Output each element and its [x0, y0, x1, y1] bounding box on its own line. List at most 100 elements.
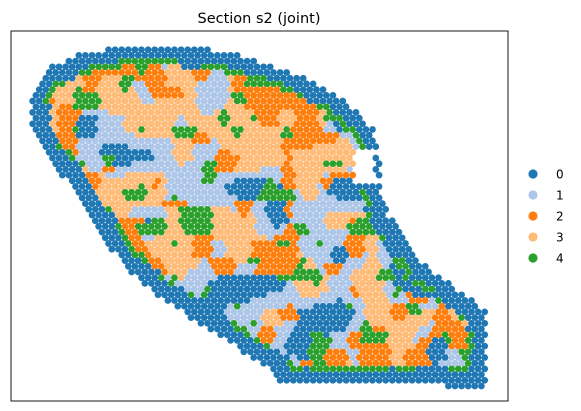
spot-cluster-3	[108, 188, 116, 196]
spot-cluster-0	[210, 285, 218, 293]
spot-cluster-0	[134, 268, 142, 276]
spot-cluster-3	[240, 154, 248, 162]
spot-cluster-0	[365, 371, 373, 378]
spot-cluster-4	[128, 188, 135, 196]
spot-cluster-3	[303, 148, 310, 156]
spot-cluster-3	[154, 188, 162, 196]
spot-cluster-4	[405, 268, 413, 276]
spot-cluster-4	[303, 228, 310, 236]
spot-cluster-4	[184, 217, 192, 225]
spot-cluster-2	[355, 342, 363, 350]
spot-cluster-2	[319, 177, 327, 185]
spot-cluster-2	[286, 257, 294, 264]
spot-cluster-1	[164, 171, 172, 179]
spot-cluster-1	[128, 166, 135, 173]
spot-cluster-3	[177, 148, 185, 156]
spot-cluster-0	[435, 285, 442, 293]
spot-cluster-1	[128, 143, 135, 150]
spot-cluster-0	[365, 188, 373, 196]
spot-cluster-0	[316, 308, 324, 316]
spot-cluster-2	[138, 240, 145, 247]
spot-cluster-0	[204, 297, 211, 304]
spot-cluster-0	[52, 69, 60, 76]
spot-cluster-0	[322, 91, 330, 99]
spot-cluster-1	[379, 245, 386, 253]
spot-cluster-2	[144, 251, 152, 259]
spot-cluster-2	[392, 314, 399, 321]
spot-cluster-1	[273, 177, 281, 185]
spot-cluster-0	[346, 120, 353, 128]
spot-cluster-3	[184, 80, 192, 88]
spot-cluster-1	[214, 97, 221, 105]
spot-cluster-0	[296, 319, 304, 327]
spot-cluster-3	[382, 319, 390, 327]
spot-cluster-2	[283, 103, 291, 111]
spot-cluster-0	[289, 376, 297, 384]
spot-cluster-3	[233, 211, 241, 219]
spot-cluster-0	[233, 291, 241, 299]
spot-cluster-3	[253, 131, 261, 139]
spot-cluster-0	[332, 302, 340, 310]
spot-cluster-0	[220, 314, 228, 321]
spot-cluster-1	[144, 91, 152, 99]
spot-cluster-4	[388, 274, 396, 282]
spot-cluster-2	[329, 171, 337, 179]
spot-cluster-1	[204, 194, 211, 202]
spot-cluster-2	[210, 262, 218, 270]
spot-cluster-3	[322, 148, 330, 156]
spot-cluster-0	[181, 52, 188, 59]
spot-cluster-1	[88, 143, 96, 150]
spot-cluster-1	[194, 154, 201, 162]
spot-cluster-1	[108, 120, 116, 128]
legend-marker-1	[528, 190, 538, 200]
spot-cluster-0	[270, 365, 277, 373]
spot-cluster-3	[184, 114, 192, 122]
spot-cluster-2	[385, 348, 393, 356]
spot-cluster-4	[167, 280, 175, 287]
spot-cluster-3	[171, 262, 178, 270]
spot-cluster-1	[190, 183, 198, 190]
spot-cluster-0	[131, 46, 139, 54]
spot-cluster-3	[266, 143, 274, 150]
spot-cluster-0	[223, 297, 231, 304]
spot-cluster-3	[227, 234, 234, 242]
spot-cluster-0	[128, 52, 135, 59]
spot-cluster-1	[346, 280, 353, 287]
spot-cluster-2	[233, 154, 241, 162]
spot-cluster-3	[280, 120, 287, 128]
spot-cluster-3	[217, 137, 225, 145]
spot-cluster-3	[362, 308, 370, 316]
spot-cluster-0	[286, 74, 294, 82]
spot-cluster-3	[95, 86, 102, 93]
spot-cluster-2	[451, 337, 459, 344]
spot-cluster-0	[161, 291, 168, 299]
spot-cluster-3	[151, 194, 159, 202]
spot-cluster-2	[75, 109, 83, 116]
spot-cluster-0	[299, 348, 307, 356]
spot-cluster-3	[134, 200, 142, 207]
spot-cluster-3	[299, 291, 307, 299]
spot-cluster-1	[346, 131, 353, 139]
spot-cluster-3	[98, 194, 106, 202]
spot-cluster-1	[210, 274, 218, 282]
spot-cluster-1	[134, 166, 142, 173]
spot-cluster-1	[286, 280, 294, 287]
spot-cluster-1	[174, 188, 182, 196]
spot-cluster-0	[91, 217, 99, 225]
spot-cluster-2	[85, 171, 93, 179]
spot-cluster-4	[124, 57, 132, 65]
spot-cluster-0	[286, 337, 294, 344]
spot-cluster-3	[131, 114, 139, 122]
plot-frame	[10, 30, 509, 402]
spot-cluster-2	[266, 120, 274, 128]
spot-cluster-3	[223, 137, 231, 145]
spot-cluster-3	[247, 166, 254, 173]
spot-cluster-3	[372, 302, 380, 310]
spot-cluster-1	[230, 171, 238, 179]
spot-cluster-0	[382, 205, 390, 213]
spot-cluster-4	[448, 365, 456, 373]
spot-cluster-2	[359, 348, 366, 356]
spot-cluster-0	[124, 160, 132, 168]
spot-cluster-1	[220, 245, 228, 253]
spot-cluster-0	[210, 319, 218, 327]
